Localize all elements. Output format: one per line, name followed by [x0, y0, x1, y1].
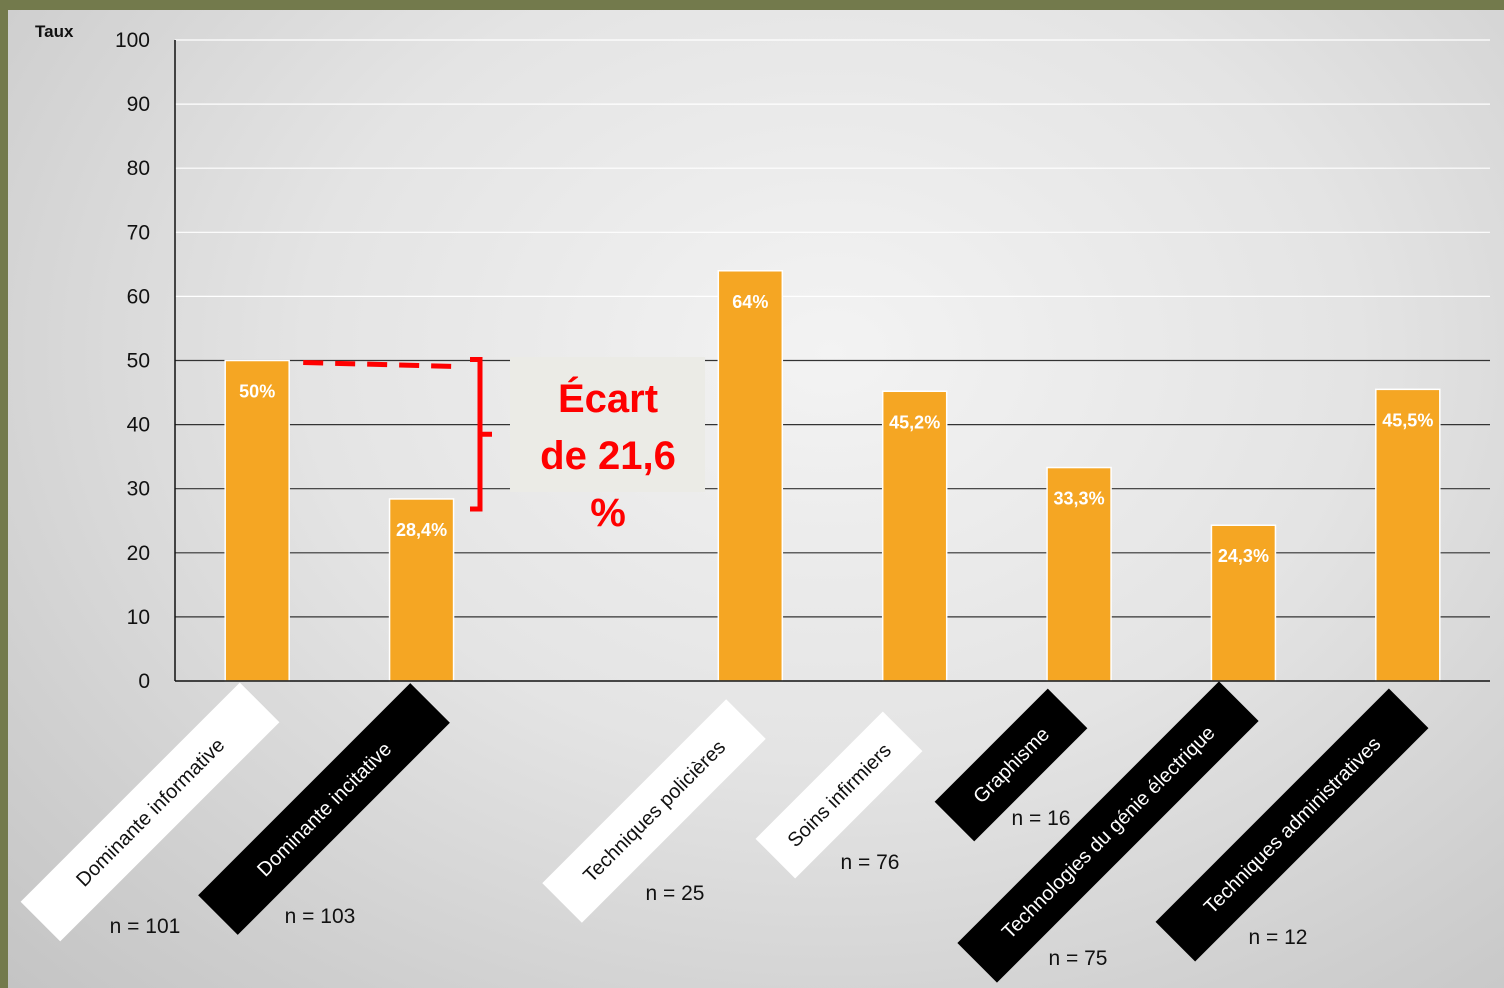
- y-tick-label: 100: [115, 29, 150, 52]
- bar: [1375, 388, 1441, 682]
- bar-value-label: 64%: [732, 292, 768, 312]
- y-tick-label: 10: [127, 606, 150, 629]
- bar-value-label: 28,4%: [396, 520, 447, 540]
- sample-size-label: n = 12: [1249, 926, 1308, 949]
- y-tick-label: 20: [127, 542, 150, 565]
- gap-annotation-text: %: [590, 491, 626, 535]
- y-tick-label: 30: [127, 478, 150, 501]
- gap-annotation-text: de 21,6: [540, 434, 676, 478]
- gap-annotation-text: Écart: [558, 376, 658, 421]
- y-tick-label: 90: [127, 93, 150, 116]
- bars: 50% 28,4% 64% 45,2% 33,3% 24,3% 45,5%: [224, 270, 1441, 682]
- bar-value-label: 33,3%: [1054, 489, 1105, 509]
- bar: [717, 270, 784, 682]
- category-label-text: Dominante incitative: [253, 738, 396, 881]
- y-tick-label: 40: [127, 414, 150, 437]
- y-tick-label: 80: [127, 157, 150, 180]
- sample-size-label: n = 76: [841, 851, 900, 874]
- category-label-box: [198, 683, 450, 935]
- category-label-box: [542, 699, 766, 923]
- bar-value-label: 50%: [239, 382, 275, 402]
- gridlines: [175, 39, 1490, 618]
- bar: [881, 390, 948, 682]
- gap-bracket: [470, 357, 492, 512]
- category-label-text: Techniques administratives: [1200, 733, 1385, 918]
- category-label-box: [755, 711, 923, 879]
- category-labels: Dominante informative n = 101 Dominante in…: [20, 681, 1429, 983]
- y-tick-label: 60: [127, 285, 150, 308]
- category-label-box: [934, 688, 1088, 842]
- y-tick-label: 50: [127, 350, 150, 373]
- y-tick-label: 0: [138, 670, 150, 693]
- category-label-box: [957, 681, 1259, 983]
- category-label-box: [1155, 688, 1429, 962]
- sample-size-label: n = 103: [285, 905, 356, 928]
- category-label-box: [20, 682, 280, 942]
- annotation-box: [510, 357, 705, 492]
- y-axis-label: Taux: [35, 22, 74, 41]
- gap-dashed-line: [303, 360, 458, 369]
- sample-size-label: n = 101: [110, 915, 181, 938]
- category-label-text: Dominante informative: [72, 734, 229, 891]
- sample-size-label: n = 25: [646, 882, 705, 905]
- axes: 0 10 20 30 40 50 60 70 80 90 100: [115, 29, 1490, 693]
- sample-size-label: n = 16: [1012, 807, 1071, 830]
- annotation-background: [510, 357, 705, 492]
- y-tick-label: 70: [127, 221, 150, 244]
- category-label-text: Techniques policières: [579, 736, 730, 887]
- sample-size-label: n = 75: [1049, 947, 1108, 970]
- bar: [224, 359, 290, 682]
- gap-annotation: Écart de 21,6%: [303, 357, 676, 535]
- bar-value-label: 45,2%: [889, 412, 940, 432]
- bar-value-label: 24,3%: [1218, 546, 1269, 566]
- bar-value-label: 45,5%: [1382, 410, 1433, 430]
